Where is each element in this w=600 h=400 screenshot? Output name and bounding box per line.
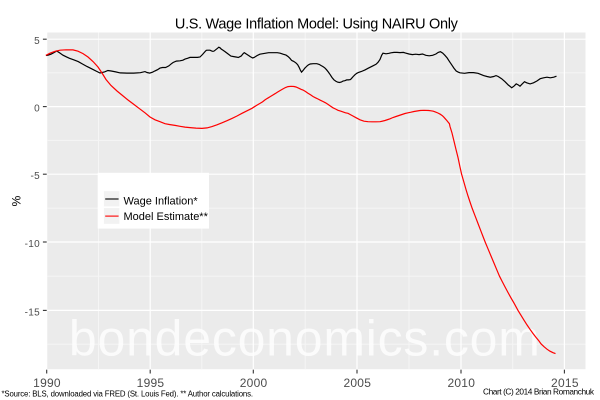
svg-text:bondeconomics.com: bondeconomics.com bbox=[69, 310, 540, 366]
svg-text:U.S. Wage Inflation Model: Usi: U.S. Wage Inflation Model: Using NAIRU O… bbox=[175, 17, 459, 33]
svg-text:Wage Inflation*: Wage Inflation* bbox=[124, 195, 199, 207]
svg-text:Model Estimate**: Model Estimate** bbox=[124, 211, 209, 223]
svg-text:-5: -5 bbox=[31, 171, 41, 182]
svg-text:2010: 2010 bbox=[447, 376, 475, 390]
svg-text:1990: 1990 bbox=[33, 376, 61, 390]
svg-text:2015: 2015 bbox=[551, 376, 579, 390]
svg-text:*Source: BLS, downloaded via F: *Source: BLS, downloaded via FRED (St. L… bbox=[2, 389, 254, 398]
svg-text:%: % bbox=[9, 195, 23, 206]
svg-text:0: 0 bbox=[34, 104, 40, 115]
svg-text:1995: 1995 bbox=[137, 376, 165, 390]
svg-text:-15: -15 bbox=[25, 307, 40, 318]
svg-text:5: 5 bbox=[34, 36, 40, 47]
svg-text:2005: 2005 bbox=[343, 376, 371, 390]
svg-text:-10: -10 bbox=[25, 239, 40, 250]
svg-text:2000: 2000 bbox=[240, 376, 268, 390]
svg-text:Chart (C) 2014 Brian Romanchuk: Chart (C) 2014 Brian Romanchuk bbox=[483, 386, 595, 396]
